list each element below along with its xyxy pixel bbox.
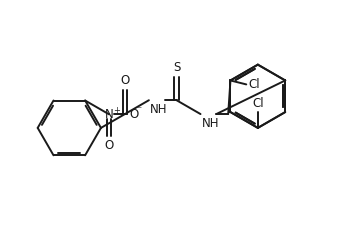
- Text: O: O: [120, 74, 130, 87]
- Text: NH: NH: [150, 103, 167, 116]
- Text: O: O: [130, 108, 139, 121]
- Text: ⁻: ⁻: [137, 105, 142, 115]
- Text: Cl: Cl: [252, 97, 264, 110]
- Text: O: O: [105, 139, 114, 152]
- Text: NH: NH: [202, 117, 219, 130]
- Text: +: +: [113, 106, 120, 115]
- Text: N: N: [105, 108, 113, 121]
- Text: Cl: Cl: [248, 78, 260, 91]
- Text: S: S: [173, 60, 180, 74]
